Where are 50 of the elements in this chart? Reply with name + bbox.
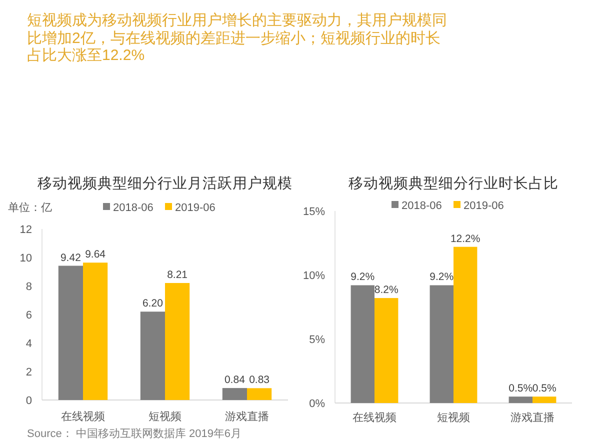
bar xyxy=(222,388,247,400)
x-tick-label: 在线视频 xyxy=(352,411,396,424)
x-tick-label: 在线视频 xyxy=(61,410,105,423)
data-label: 0.84 xyxy=(224,374,246,386)
y-tick-label: 8 xyxy=(26,281,32,293)
data-label: 9.2% xyxy=(350,271,375,284)
source-note: Source： 中国移动互联网数据库 2019年6月 xyxy=(27,426,242,441)
x-tick-label: 短视频 xyxy=(148,410,182,423)
data-label: 0.83 xyxy=(249,374,270,386)
data-label: 9.42 xyxy=(60,252,82,264)
bar xyxy=(454,246,478,403)
x-tick-label: 短视频 xyxy=(437,411,470,424)
y-tick-label: 6 xyxy=(26,310,32,322)
data-label: 9.64 xyxy=(85,248,106,261)
bar xyxy=(58,266,83,400)
legend-label: 2018-06 xyxy=(113,202,154,214)
x-tick-label: 游戏直播 xyxy=(510,411,554,424)
bar xyxy=(165,283,190,400)
data-label: 12.2% xyxy=(450,232,480,245)
data-label: 6.20 xyxy=(142,298,164,310)
bar xyxy=(532,396,556,403)
legend-label: 2019-06 xyxy=(464,200,504,212)
y-tick-label: 5% xyxy=(309,334,326,346)
y-tick-label: 15% xyxy=(302,206,326,218)
y-tick-label: 12 xyxy=(20,224,32,236)
chart-title: 移动视频典型细分行业月活跃用户规模 xyxy=(38,175,292,192)
y-tick-label: 10 xyxy=(20,252,32,264)
data-label: 9.2% xyxy=(430,271,454,284)
chart-title: 移动视频典型细分行业时长占比 xyxy=(348,175,558,192)
data-label: 8.21 xyxy=(167,269,188,282)
bar xyxy=(430,285,454,403)
x-tick-label: 游戏直播 xyxy=(225,410,269,423)
data-label: 0.5% xyxy=(532,382,556,395)
bar xyxy=(83,262,108,400)
y-tick-label: 2 xyxy=(26,366,32,378)
data-label: 0.5% xyxy=(508,382,533,395)
legend-label: 2019-06 xyxy=(175,202,216,214)
y-axis-title: 单位：亿 xyxy=(8,201,52,214)
text: 短视频成为移动视频行业用户增长的主要驱动力，其用户规模同比增加2亿，与在线视频的差距进一步缩小；短视频行业的时长占比大涨至12.2% xyxy=(27,12,448,64)
bar xyxy=(374,298,398,403)
y-tick-label: 0% xyxy=(309,398,326,410)
bar xyxy=(140,312,165,400)
legend-label: 2018-06 xyxy=(402,200,442,212)
bar xyxy=(350,285,374,403)
data-label: 8.2% xyxy=(374,284,398,296)
bar xyxy=(508,396,532,403)
bar xyxy=(247,388,272,400)
y-tick-label: 0 xyxy=(26,395,32,407)
y-tick-label: 4 xyxy=(26,338,32,350)
y-tick-label: 10% xyxy=(302,270,326,282)
